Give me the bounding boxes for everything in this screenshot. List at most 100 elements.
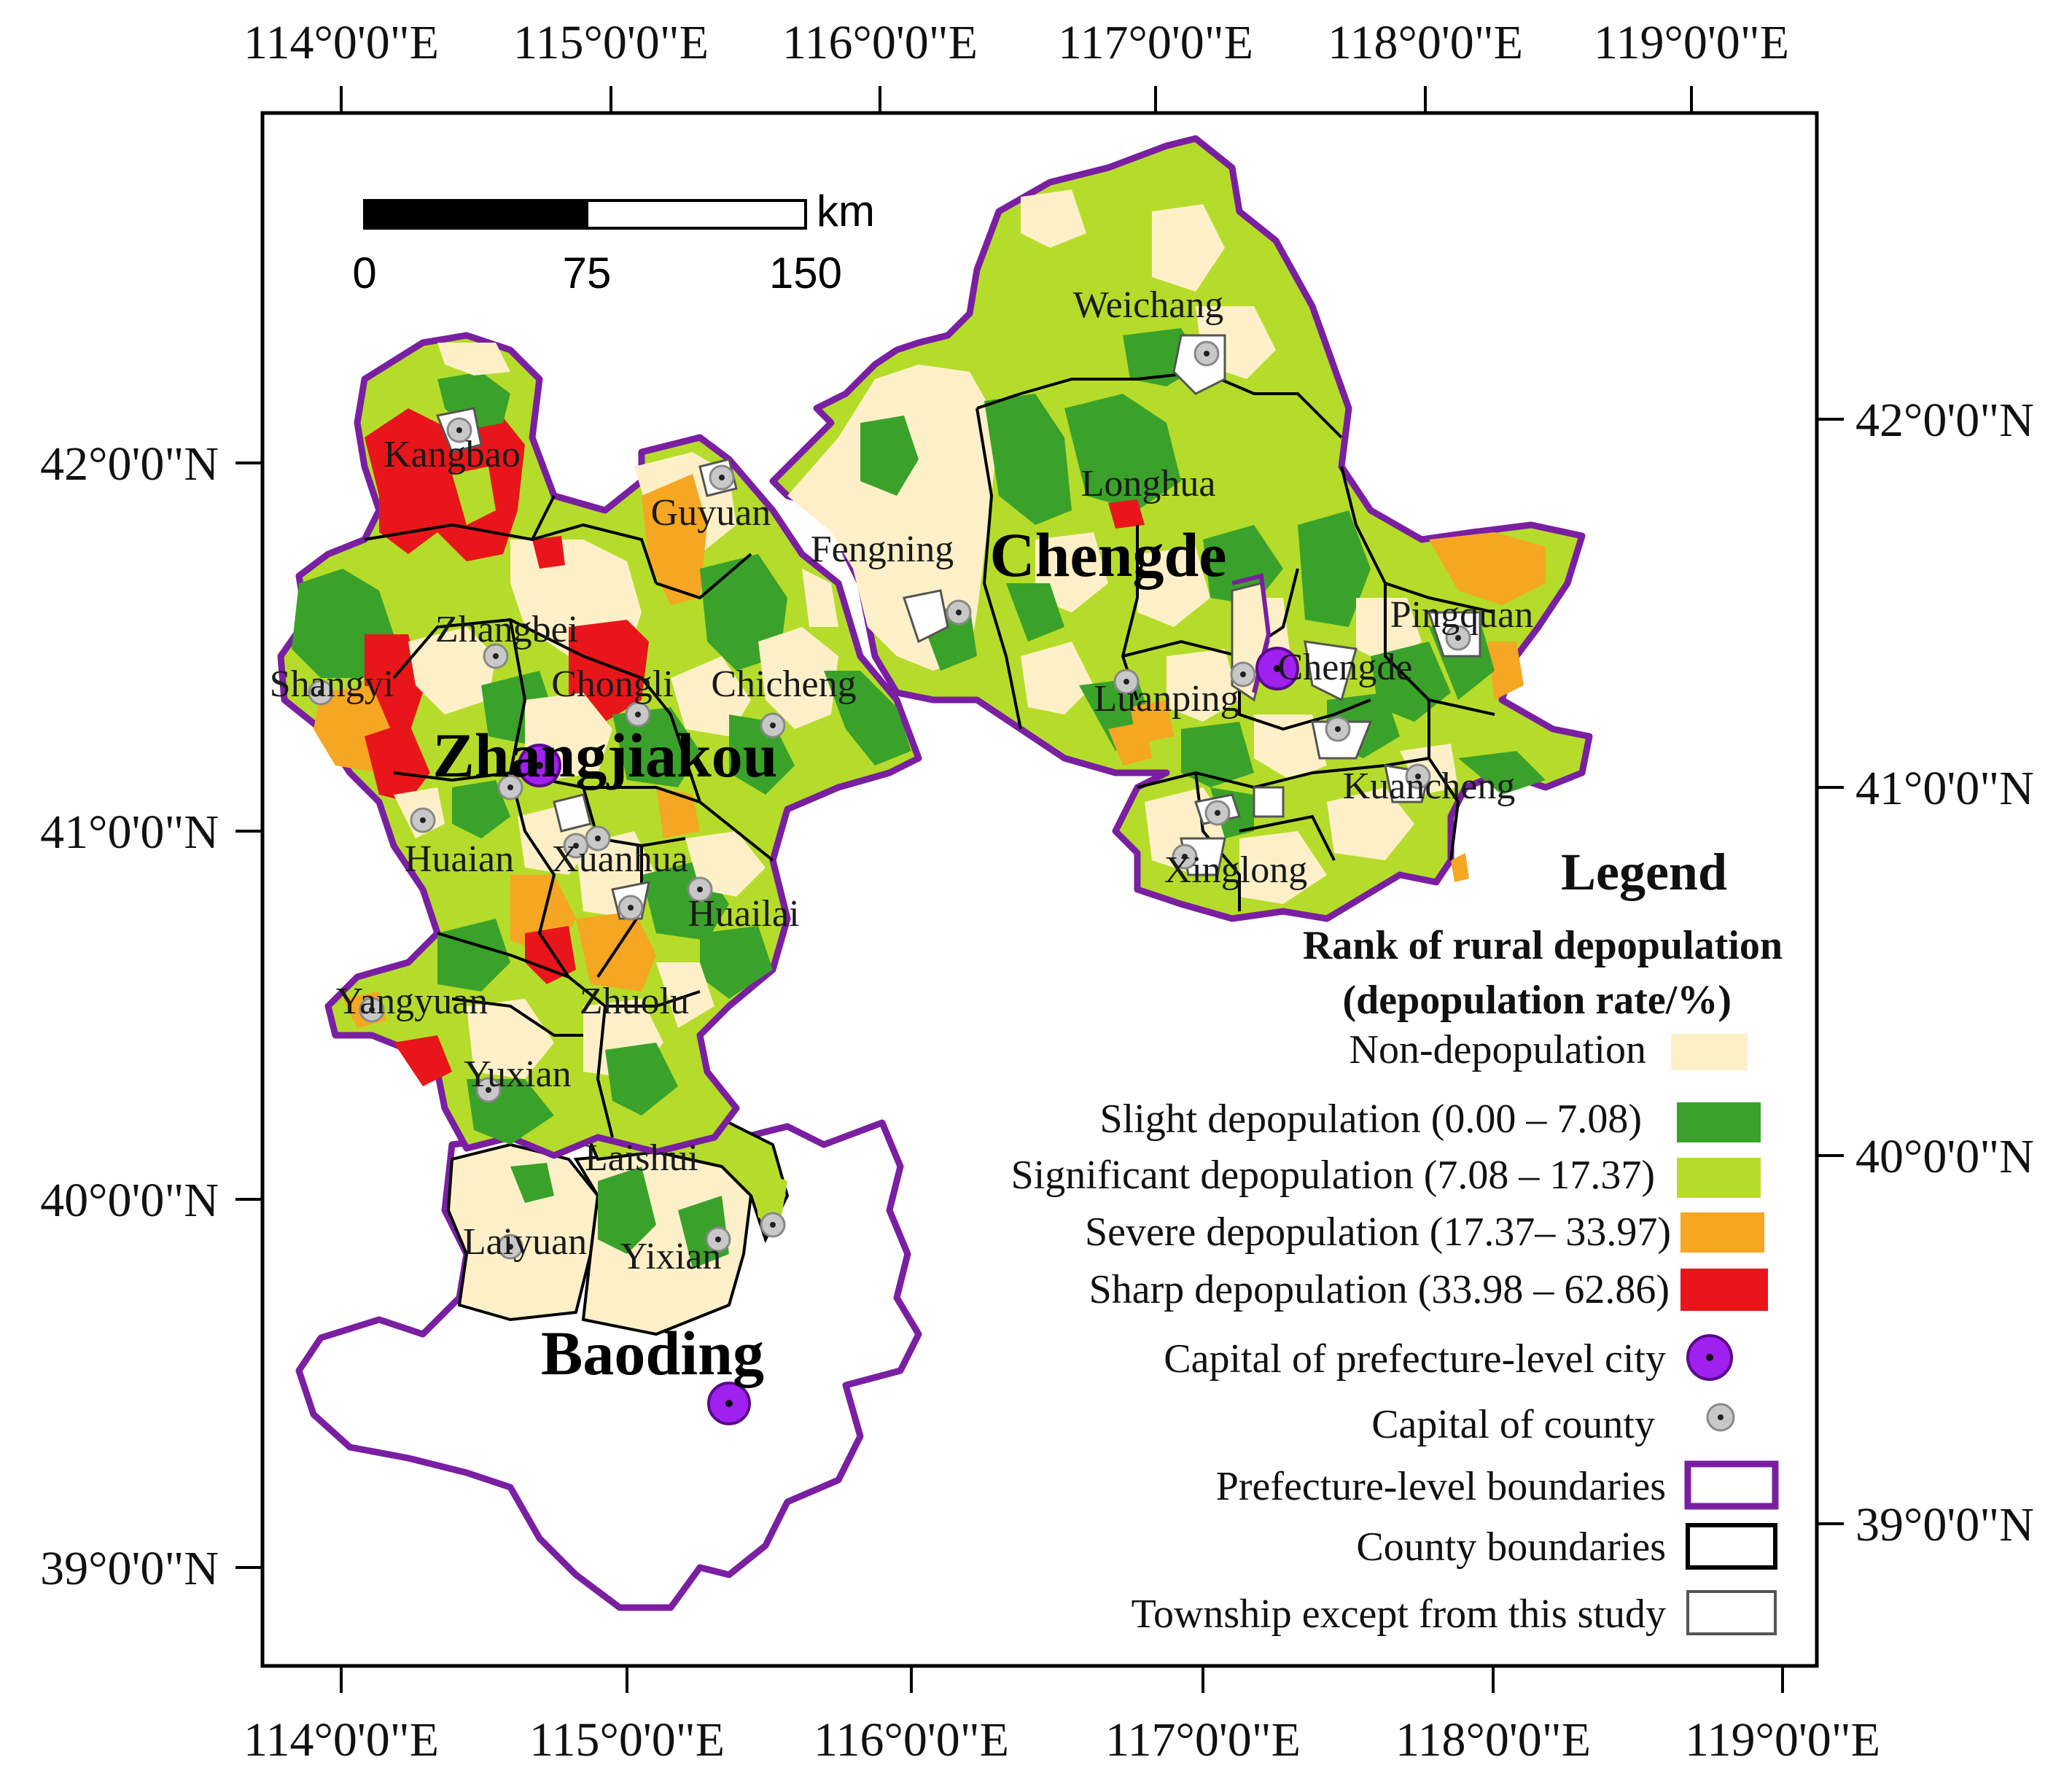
city-label-zhangjiakou: Zhangjiakou [432, 720, 777, 790]
county-label: Longhua [1081, 463, 1216, 505]
township-excluded-swatch [1686, 1590, 1777, 1635]
cd-patch [1254, 714, 1327, 780]
county-capital-icon [446, 417, 472, 443]
prefecture-capital-icon [518, 744, 561, 787]
county-capital-icon [1706, 1403, 1735, 1432]
baoding-prefecture [295, 1119, 922, 1611]
county-capital-icon [625, 701, 651, 728]
county-capital-icon [1405, 763, 1431, 790]
zjk-patch [758, 627, 838, 729]
county-capital-icon [497, 774, 523, 801]
legend-swatch-slight [1677, 1102, 1761, 1142]
right-lat-label: 39°0'0"N [1855, 1498, 2034, 1551]
zjk-patch [802, 569, 838, 627]
county-capital-icon [760, 712, 786, 739]
county-label: Zhangbei [435, 609, 578, 650]
cd-patch [1181, 722, 1254, 787]
county-label: Laishui [585, 1137, 698, 1179]
county-label: Shangyi [270, 663, 394, 705]
cd-patch [1451, 853, 1469, 882]
county-capital-icon [709, 464, 735, 491]
cd-patch [1167, 649, 1239, 722]
legend-label: Capital of prefecture-level city [1164, 1336, 1666, 1382]
legend-swatch-non-depopulation [1671, 1034, 1748, 1070]
zjk-patch [656, 787, 700, 838]
top-lon-label: 116°0'0"E [782, 16, 978, 69]
zjk-patch [365, 722, 430, 802]
bottom-longitude-labels: 114°0'0"E 115°0'0"E 116°0'0"E 117°0'0"E … [244, 1713, 1880, 1767]
legend-title: Legend [1561, 843, 1727, 901]
zjk-patch [452, 467, 496, 525]
zjk-patch [824, 671, 911, 766]
prefecture-capital-icon [707, 1382, 751, 1425]
cd-patch [787, 365, 999, 671]
county-label: Huailai [688, 893, 799, 935]
county-label: Huaian [405, 838, 514, 880]
left-lat-label: 40°0'0"N [40, 1174, 219, 1227]
left-lat-label: 39°0'0"N [40, 1542, 219, 1595]
legend-label: Non-depopulation [1349, 1027, 1646, 1072]
legend-label: Significant depopulation (7.08 – 17.37) [1011, 1153, 1655, 1198]
cd-patch [1035, 532, 1108, 612]
county-capital-icon [618, 895, 644, 921]
county-capital-icon [760, 1212, 786, 1238]
county-capital-icon [1204, 800, 1231, 826]
county-label: Yangyuan [336, 981, 488, 1022]
county-capital-icon [475, 1077, 502, 1103]
county-label: Chengde [1278, 647, 1413, 688]
zjk-patch [437, 343, 510, 375]
cd-patch [1130, 700, 1174, 744]
county-label: Xuanhua [551, 838, 688, 880]
county-label: Chicheng [711, 663, 856, 705]
county-label: Fengning [811, 529, 954, 570]
county-label: Guyuan [651, 492, 771, 534]
scale-tick: 75 [563, 249, 612, 297]
cd-patch [1239, 831, 1327, 904]
cd-patch [1487, 642, 1524, 700]
scale-unit: km [817, 187, 875, 235]
legend-swatch-sharp [1680, 1269, 1768, 1311]
top-lon-label: 115°0'0"E [513, 16, 709, 69]
bottom-lon-label: 116°0'0"E [814, 1713, 1009, 1767]
bottom-lon-label: 118°0'0"E [1395, 1713, 1591, 1767]
left-latitude-labels: 42°0'0"N 41°0'0"N 40°0'0"N 39°0'0"N [40, 437, 219, 1595]
right-latitude-labels: 42°0'0"N 41°0'0"N 40°0'0"N 39°0'0"N [1855, 394, 2034, 1551]
left-lat-label: 41°0'0"N [40, 806, 219, 859]
zjk-patch [467, 999, 554, 1079]
cd-patch [1298, 510, 1371, 627]
city-label-baoding: Baoding [541, 1318, 764, 1388]
frame-ticks [235, 86, 1844, 1693]
cd-patch [1021, 642, 1094, 714]
cd-patch [860, 416, 919, 496]
county-capitals [308, 340, 1471, 1260]
city-label-chengde: Chengde [990, 520, 1227, 590]
cd-patch [1152, 204, 1225, 292]
cd-patch [1356, 598, 1422, 663]
cd-patch [1458, 751, 1546, 795]
right-lat-label: 41°0'0"N [1855, 762, 2034, 815]
county-capital-icon [359, 997, 385, 1023]
zjk-patch [394, 1035, 452, 1086]
cd-patch [1021, 190, 1086, 248]
county-capital-icon [1193, 340, 1220, 367]
zjk-county-boundaries [364, 495, 774, 1138]
county-capital-icon [946, 599, 972, 626]
prefecture-capital-icon [1255, 647, 1299, 690]
zjk-patch [532, 536, 565, 569]
cd-patch [984, 394, 1072, 525]
legend-label: Township except from this study [1132, 1592, 1666, 1637]
legend-label: Prefecture-level boundaries [1216, 1464, 1666, 1509]
scale-bar: km 0 75 150 [352, 187, 875, 297]
cd-patch [1327, 787, 1414, 860]
county-capital-icon [1172, 844, 1198, 870]
county-label: Pingquan [1390, 594, 1533, 636]
county-label: Xinglong [1164, 849, 1307, 891]
scale-bar-black-segment [363, 199, 588, 230]
county-capital-icon [1230, 661, 1256, 688]
legend-swatch-severe [1680, 1212, 1764, 1253]
county-capital-icon [497, 1234, 523, 1260]
right-lat-label: 40°0'0"N [1855, 1130, 2034, 1183]
county-capital-icon [585, 825, 611, 852]
county-boundary-swatch [1686, 1523, 1777, 1570]
